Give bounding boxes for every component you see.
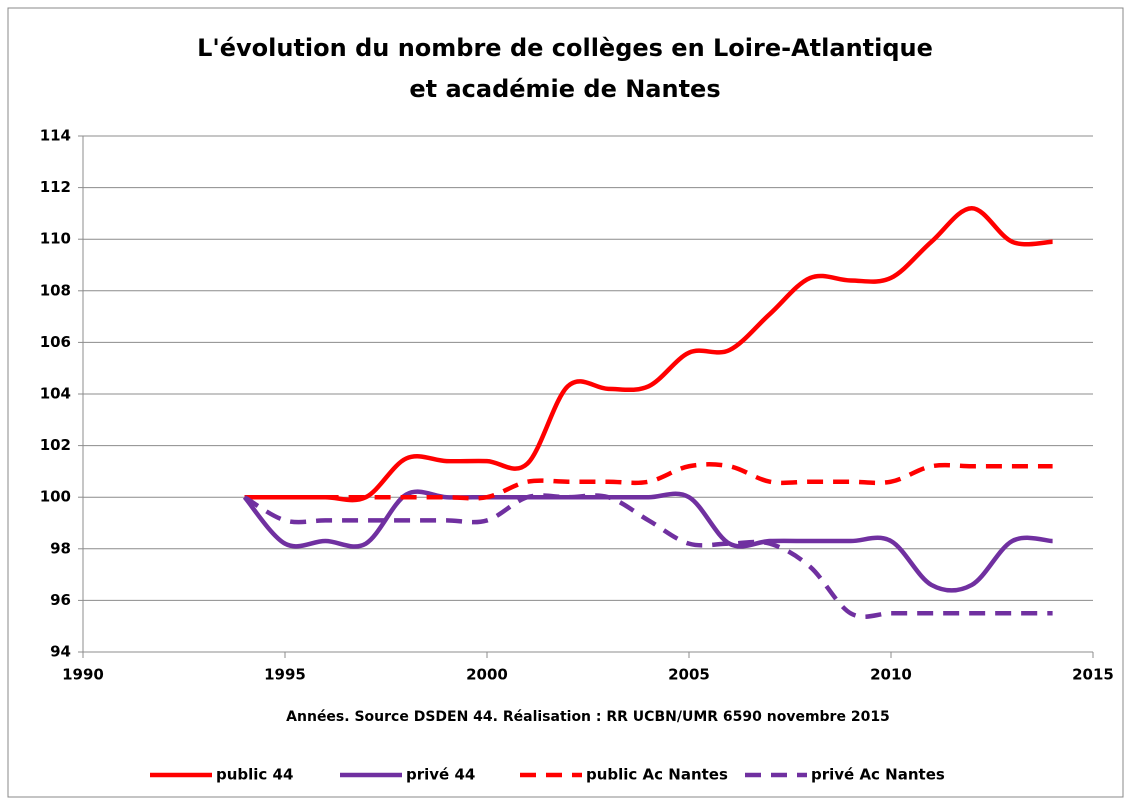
legend-label: public 44 [216,766,293,784]
x-tick-label: 2005 [668,666,710,684]
y-tick-label: 102 [40,436,71,454]
x-tick-label: 2010 [870,666,912,684]
x-axis-label: Années. Source DSDEN 44. Réalisation : R… [286,709,890,725]
series-line [244,462,1053,501]
legend-label: privé 44 [406,766,475,784]
series-line [244,205,1053,503]
x-tick-label: 2000 [466,666,508,684]
y-tick-label: 98 [50,539,71,557]
y-tick-label: 114 [40,127,71,145]
series-line [242,489,1053,593]
y-tick-label: 100 [40,488,71,506]
legend-label: public Ac Nantes [586,766,728,784]
x-tick-label: 1990 [62,666,104,684]
chart-frame [7,7,1124,798]
y-tick-label: 108 [40,281,71,299]
chart-title: et académie de Nantes [409,75,720,103]
legend-label: privé Ac Nantes [811,766,945,784]
y-tick-label: 106 [40,333,71,351]
x-tick-label: 2015 [1072,666,1114,684]
y-tick-label: 112 [40,178,71,196]
x-tick-label: 1995 [264,666,306,684]
y-tick-label: 94 [50,643,71,661]
y-tick-label: 110 [40,230,71,248]
y-tick-label: 96 [50,591,71,609]
series-line [243,493,1053,619]
y-tick-label: 104 [40,385,71,403]
chart-title: L'évolution du nombre de collèges en Loi… [197,34,933,62]
